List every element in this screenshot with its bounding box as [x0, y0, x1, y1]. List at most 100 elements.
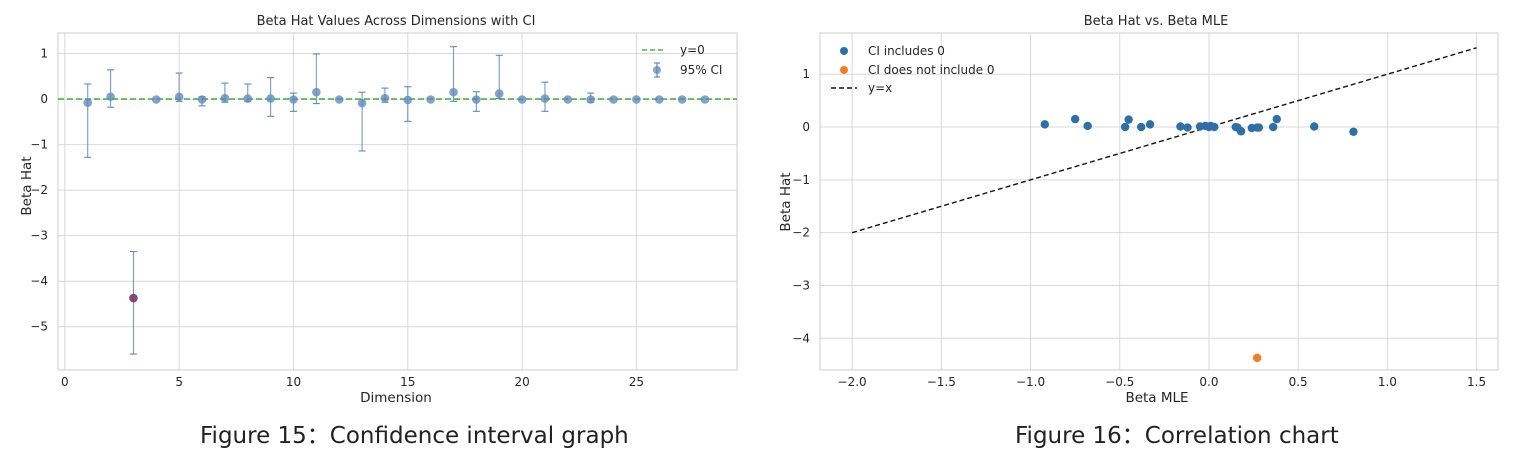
- x-axis-label: Beta MLE: [1125, 390, 1188, 406]
- data-point: [403, 95, 413, 105]
- x-tick-label: −2.0: [838, 375, 867, 389]
- data-point: [174, 92, 184, 102]
- point-ci-includes-0: [1236, 127, 1246, 136]
- point-ci-includes-0: [1254, 123, 1264, 132]
- y-tick-label: 1: [802, 67, 810, 81]
- data-point: [563, 95, 573, 104]
- point-ci-includes-0: [1120, 122, 1130, 132]
- x-tick-label: 15: [400, 375, 415, 389]
- legend: CI includes 0 CI does not include 0 y=x: [831, 44, 995, 95]
- legend-label-ci-includes-0: CI includes 0: [868, 44, 945, 58]
- point-ci-includes-0: [1145, 120, 1155, 129]
- legend-swatch-point: [653, 66, 661, 74]
- data-point: [677, 95, 687, 104]
- y-tick-label: −1: [792, 173, 810, 187]
- data-point: [289, 95, 298, 104]
- x-tick-label: 20: [514, 375, 529, 389]
- plot-frame: [819, 32, 1499, 371]
- y-tick-label: 0: [802, 120, 810, 134]
- x-tick-label: 25: [629, 375, 644, 389]
- data-point: [243, 94, 253, 103]
- y-tick-label: −5: [30, 320, 48, 334]
- y-tick-label: 1: [40, 46, 48, 60]
- legend: y=0 95% CI: [642, 43, 722, 78]
- ci-chart: Beta Hat Values Across Dimensions with C…: [19, 14, 738, 406]
- point-ci-includes-0: [1268, 122, 1278, 132]
- point-ci-excludes-0: [1252, 353, 1262, 363]
- point-ci-includes-0: [1040, 120, 1050, 129]
- x-tick-label: −1.5: [927, 375, 956, 389]
- point-ci-includes-0: [1124, 115, 1133, 124]
- data-point: [334, 95, 344, 104]
- chart-title: Beta Hat vs. Beta MLE: [1084, 14, 1229, 29]
- highlighted-point: [129, 293, 138, 303]
- figure-16-caption: Figure 16：Correlation chart: [1015, 423, 1339, 449]
- point-ci-includes-0: [1310, 122, 1319, 131]
- y-tick-label: −2: [30, 183, 48, 197]
- y-tick-label: −3: [792, 278, 810, 292]
- data-point: [586, 95, 595, 104]
- identity-line: [851, 47, 1477, 234]
- legend-label-ci-excludes-0: CI does not include 0: [868, 63, 995, 77]
- axes-grid: [819, 32, 1499, 371]
- data-point: [380, 93, 390, 103]
- data-point: [449, 87, 458, 97]
- y-axis-label: Beta Hat: [19, 156, 35, 215]
- data-point: [632, 95, 641, 104]
- point-ci-includes-0: [1070, 114, 1080, 124]
- x-tick-label: 1.0: [1378, 375, 1397, 389]
- data-point: [197, 95, 207, 104]
- legend-label-identity-line: y=x: [868, 81, 892, 95]
- point-ci-includes-0: [1136, 122, 1146, 132]
- data-point: [494, 89, 504, 98]
- data-point: [609, 95, 618, 104]
- plot-marks: [58, 46, 737, 355]
- x-tick-label: 0.5: [1289, 375, 1308, 389]
- y-tick-label: −4: [792, 331, 810, 345]
- legend-swatch-ci-includes-0: [840, 47, 848, 55]
- data-point: [152, 95, 161, 104]
- x-tick-label: 10: [286, 375, 301, 389]
- y-axis-label: Beta Hat: [778, 172, 794, 231]
- legend-label-reference-line: y=0: [680, 43, 705, 57]
- data-point: [517, 95, 527, 104]
- y-tick-label: −4: [30, 274, 48, 288]
- data-point: [654, 95, 664, 104]
- y-tick-label: −1: [30, 138, 48, 152]
- x-tick-label: 1.5: [1467, 375, 1486, 389]
- plot-marks: [851, 47, 1477, 363]
- y-tick-label: −3: [30, 229, 48, 243]
- x-tick-label: 0: [61, 375, 69, 389]
- point-ci-includes-0: [1349, 127, 1358, 136]
- data-point: [83, 98, 93, 107]
- data-point: [540, 94, 550, 103]
- chart-title: Beta Hat Values Across Dimensions with C…: [257, 14, 536, 29]
- data-point: [472, 95, 481, 104]
- point-ci-includes-0: [1272, 114, 1281, 124]
- y-tick-label: 0: [40, 92, 48, 106]
- x-tick-label: −1.0: [1016, 375, 1045, 389]
- x-axis-label: Dimension: [360, 390, 432, 406]
- x-tick-label: 0.0: [1199, 375, 1218, 389]
- point-ci-includes-0: [1183, 123, 1192, 132]
- y-tick-label: −2: [792, 226, 810, 240]
- data-point: [357, 98, 367, 108]
- figure-15-caption: Figure 15：Confidence interval graph: [200, 423, 629, 449]
- data-point: [266, 94, 275, 103]
- plot-frame: [57, 32, 738, 371]
- axes-grid: [57, 32, 738, 371]
- point-ci-includes-0: [1083, 121, 1092, 131]
- point-ci-includes-0: [1176, 122, 1185, 131]
- data-point: [106, 92, 115, 102]
- data-point: [700, 95, 710, 104]
- data-point: [426, 95, 435, 104]
- data-point: [312, 87, 321, 97]
- point-ci-includes-0: [1210, 122, 1219, 132]
- x-tick-label: −0.5: [1105, 375, 1134, 389]
- correlation-chart: Beta Hat vs. Beta MLE Beta MLE Beta Hat …: [778, 14, 1499, 406]
- legend-swatch-ci-excludes-0: [840, 66, 848, 74]
- legend-label-errorbar: 95% CI: [680, 63, 722, 77]
- x-tick-label: 5: [175, 375, 183, 389]
- data-point: [220, 93, 230, 103]
